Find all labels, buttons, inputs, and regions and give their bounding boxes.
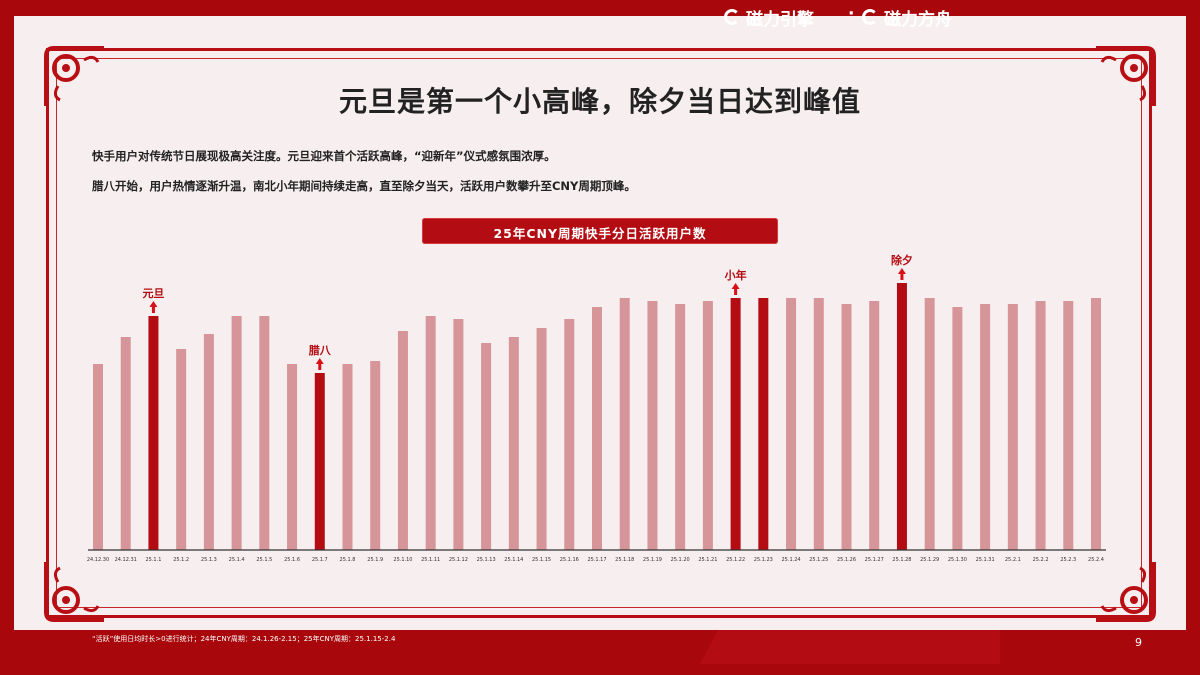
brand-separator: · [848, 4, 855, 24]
brand-cili-engine: 磁力引擎 [746, 10, 814, 30]
corner-ornament-top-left [44, 46, 104, 106]
description-line-2: 腊八开始，用户热情逐渐升温，南北小年期间持续走高，直至除夕当天，活跃用户数攀升至… [92, 179, 636, 193]
cili-fangzhou-logo-icon [862, 9, 878, 25]
chart-title: 25年CNY周期快手分日活跃用户数 [493, 226, 707, 241]
page-title: 元旦是第一个小高峰，除夕当日达到峰值 [338, 85, 861, 118]
page-number: 9 [1135, 636, 1142, 649]
chart-title-banner: 25年CNY周期快手分日活跃用户数 [422, 218, 778, 244]
description-line-1: 快手用户对传统节日展现极高关注度。元旦迎来首个活跃高峰，“迎新年”仪式感氛围浓厚… [92, 149, 556, 163]
decorative-frame-inner [56, 58, 1142, 608]
corner-ornament-top-right [1096, 46, 1156, 106]
decorative-frame [46, 48, 1152, 618]
footnote: “活跃”使用日均时长>0进行统计；24年CNY周期：24.1.26-2.15；2… [92, 635, 396, 643]
cili-engine-logo-icon [724, 9, 740, 25]
footer-brand-bar [700, 630, 1000, 664]
corner-ornament-bottom-left [44, 562, 104, 622]
brand-cili-fangzhou: 磁力方舟 [884, 10, 952, 30]
corner-ornament-bottom-right [1096, 562, 1156, 622]
